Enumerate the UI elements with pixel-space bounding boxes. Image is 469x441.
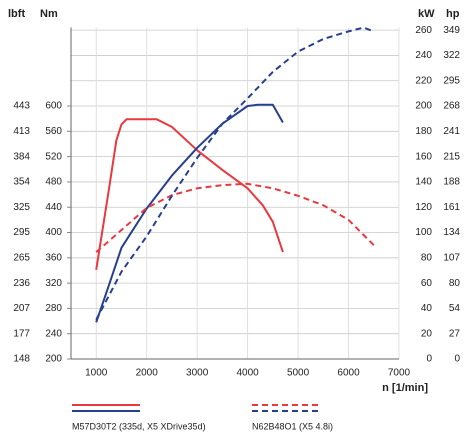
y-tick-label: 440 xyxy=(45,202,62,213)
series-line xyxy=(95,26,375,321)
y2-tick-label: 100 xyxy=(415,227,432,238)
y-tick-label: 520 xyxy=(45,151,62,162)
x-tick-label: 7000 xyxy=(388,368,411,379)
lbft-axis-title: lbft xyxy=(8,8,25,20)
y4-tick-label: 295 xyxy=(443,75,460,86)
x-tick-label: 5000 xyxy=(287,368,310,379)
series-line xyxy=(95,182,375,253)
y2-tick-label: 140 xyxy=(415,177,432,188)
y4-tick-label: 107 xyxy=(443,252,460,263)
y4-tick-label: 27 xyxy=(449,328,461,339)
legend-label: M57D30T2 (335d, X5 XDrive35d) xyxy=(72,421,206,431)
y-tick-label: 600 xyxy=(45,101,62,112)
y4-tick-label: 268 xyxy=(443,101,460,112)
x-tick-label: 1000 xyxy=(85,368,108,379)
y2-tick-label: 40 xyxy=(421,303,433,314)
y4-tick-label: 322 xyxy=(443,50,460,61)
y3-tick-label: 207 xyxy=(13,303,30,314)
y3-tick-label: 325 xyxy=(13,202,30,213)
y-tick-label: 560 xyxy=(45,126,62,137)
kw-axis-title: kW xyxy=(418,8,435,20)
y3-tick-label: 265 xyxy=(13,252,30,263)
y-tick-label: 320 xyxy=(45,278,62,289)
y-tick-label: 360 xyxy=(45,252,62,263)
y2-tick-label: 260 xyxy=(415,25,432,36)
y2-tick-label: 240 xyxy=(415,50,432,61)
x-tick-label: 6000 xyxy=(337,368,360,379)
y-tick-label: 200 xyxy=(45,354,62,365)
y2-tick-label: 60 xyxy=(421,278,433,289)
legend-label: N62B48O1 (X5 4.8i) xyxy=(252,421,333,431)
y4-tick-label: 241 xyxy=(443,126,460,137)
y3-tick-label: 354 xyxy=(13,177,30,188)
nm-axis-title: Nm xyxy=(40,8,58,20)
y4-tick-label: 349 xyxy=(443,25,460,36)
x-axis-title: n [1/min] xyxy=(382,382,428,394)
y3-tick-label: 177 xyxy=(13,328,30,339)
y4-tick-label: 134 xyxy=(443,227,460,238)
y2-tick-label: 180 xyxy=(415,126,432,137)
y4-tick-label: 215 xyxy=(443,151,460,162)
y3-tick-label: 384 xyxy=(13,151,30,162)
y2-tick-label: 80 xyxy=(421,252,433,263)
y3-tick-label: 443 xyxy=(13,101,30,112)
y3-tick-label: 148 xyxy=(13,354,30,365)
y-tick-label: 480 xyxy=(45,177,62,188)
y-tick-label: 240 xyxy=(45,328,62,339)
y2-tick-label: 20 xyxy=(421,328,433,339)
y2-tick-label: 200 xyxy=(415,101,432,112)
y2-tick-label: 160 xyxy=(415,151,432,162)
x-tick-label: 4000 xyxy=(236,368,259,379)
hp-axis-title: hp xyxy=(446,8,460,20)
series-line xyxy=(95,118,284,270)
y4-tick-label: 80 xyxy=(449,278,461,289)
y3-tick-label: 413 xyxy=(13,126,30,137)
y4-tick-label: 161 xyxy=(443,202,460,213)
y2-tick-label: 220 xyxy=(415,75,432,86)
y3-tick-label: 295 xyxy=(13,227,30,238)
y-tick-label: 280 xyxy=(45,303,62,314)
y3-tick-label: 236 xyxy=(13,278,30,289)
y2-tick-label: 0 xyxy=(426,354,432,365)
x-tick-label: 2000 xyxy=(136,368,159,379)
y2-tick-label: 120 xyxy=(415,202,432,213)
y4-tick-label: 54 xyxy=(449,303,461,314)
x-tick-label: 3000 xyxy=(186,368,209,379)
y4-tick-label: 188 xyxy=(443,177,460,188)
y-tick-label: 400 xyxy=(45,227,62,238)
y4-tick-label: 0 xyxy=(454,354,460,365)
series-line xyxy=(95,103,284,323)
